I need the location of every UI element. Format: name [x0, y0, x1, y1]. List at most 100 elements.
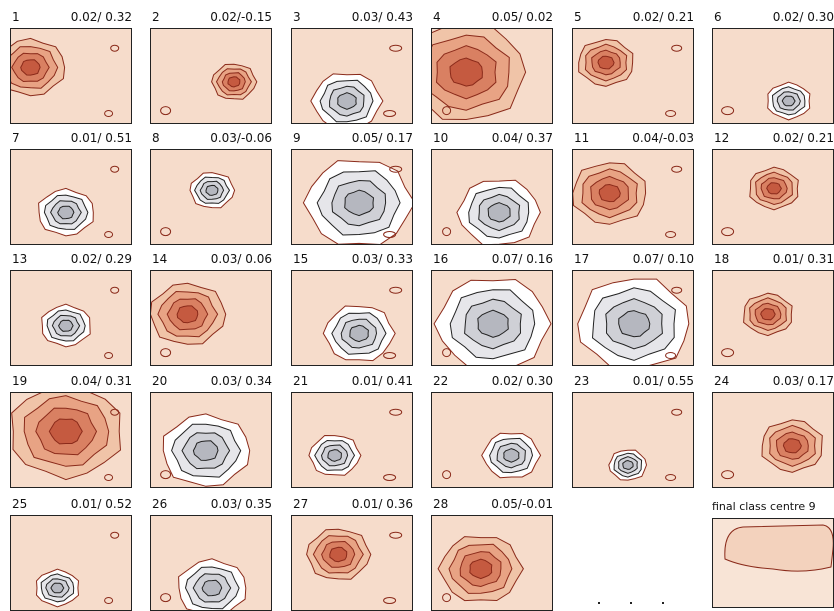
panel-map — [431, 149, 553, 245]
map-panel: 11 0.04/-0.03 — [572, 131, 694, 245]
panel-index-label: 6 — [714, 10, 722, 24]
panel-header: 3 0.03/ 0.43 — [291, 10, 413, 24]
contour-island — [389, 408, 403, 416]
map-panel: 2 0.02/-0.15 — [150, 10, 272, 124]
map-panel: 18 0.01/ 0.31 — [712, 252, 834, 366]
panel-header: 20 0.03/ 0.34 — [150, 374, 272, 388]
panel-stats-label: 0.02/-0.15 — [210, 10, 272, 24]
panel-map — [150, 392, 272, 488]
panel-index-label: 26 — [152, 497, 168, 511]
panel-index-label: 8 — [152, 131, 160, 145]
panel-stats-label: 0.04/-0.03 — [632, 131, 694, 145]
contour-island — [389, 165, 403, 173]
contour-island — [389, 44, 403, 52]
panel-index-label: 15 — [293, 252, 309, 266]
map-panel: 10 0.04/ 0.37 — [431, 131, 553, 245]
map-panel: 14 0.03/ 0.06 — [150, 252, 272, 366]
panel-stats-label: 0.04/ 0.31 — [70, 374, 132, 388]
contour-island — [104, 231, 114, 238]
panel-map — [291, 392, 413, 488]
contour-level — [344, 189, 375, 217]
panel-map — [291, 270, 413, 366]
contour-level — [337, 92, 357, 110]
panel-index-label: 13 — [12, 252, 28, 266]
panel-header: 8 0.03/-0.06 — [150, 131, 272, 145]
panel-header: 27 0.01/ 0.36 — [291, 497, 413, 511]
panel-index-label: 3 — [293, 10, 301, 24]
panel-stats-label: 0.07/ 0.16 — [491, 252, 553, 266]
contour-level — [349, 324, 369, 343]
contour-island — [442, 593, 452, 603]
contour-level — [329, 546, 348, 563]
map-panel: 16 0.07/ 0.16 — [431, 252, 553, 366]
panel-header: 4 0.05/ 0.02 — [431, 10, 553, 24]
panel-header: 25 0.01/ 0.52 — [10, 497, 132, 511]
panel-stats-label: 0.01/ 0.55 — [632, 374, 694, 388]
panel-header: 1 0.02/ 0.32 — [10, 10, 132, 24]
contour-level — [201, 579, 223, 597]
contour-island — [665, 352, 677, 359]
panel-stats-label: 0.02/ 0.21 — [632, 10, 694, 24]
contour-island — [665, 474, 677, 481]
panel-index-label: 17 — [574, 252, 590, 266]
contour-island — [721, 348, 735, 358]
panel-index-label: 19 — [12, 374, 28, 388]
panel-stats-label: 0.01/ 0.41 — [351, 374, 413, 388]
contour-level — [469, 558, 493, 580]
panel-header: 9 0.05/ 0.17 — [291, 131, 413, 145]
panel-index-label: 20 — [152, 374, 168, 388]
contour-level — [503, 448, 520, 463]
contour-island — [671, 44, 683, 52]
map-panel: 15 0.03/ 0.33 — [291, 252, 413, 366]
panel-header: 16 0.07/ 0.16 — [431, 252, 553, 266]
panel-stats-label: 0.02/ 0.32 — [70, 10, 132, 24]
panel-stats-label: 0.02/ 0.29 — [70, 252, 132, 266]
panel-header: 18 0.01/ 0.31 — [712, 252, 834, 266]
final-class-title: final class centre 9 — [712, 500, 816, 513]
panel-map — [431, 270, 553, 366]
contour-level — [618, 310, 651, 338]
contour-level — [781, 95, 796, 107]
contour-island — [721, 227, 735, 237]
panel-index-label: 9 — [293, 131, 301, 145]
map-panel: 21 0.01/ 0.41 — [291, 374, 413, 488]
contour-island — [110, 286, 120, 294]
contour-island — [160, 593, 172, 603]
contour-island — [160, 106, 172, 116]
panel-map — [431, 28, 553, 124]
contour-island — [104, 110, 114, 117]
panel-header: 17 0.07/ 0.10 — [572, 252, 694, 266]
map-panel: 25 0.01/ 0.52 — [10, 497, 132, 611]
contour-level — [192, 440, 219, 461]
panel-map — [291, 28, 413, 124]
contour-level — [48, 418, 83, 445]
panel-header: 21 0.01/ 0.41 — [291, 374, 413, 388]
contour-island — [383, 474, 397, 481]
map-panel: 24 0.03/ 0.17 — [712, 374, 834, 488]
panel-header: 15 0.03/ 0.33 — [291, 252, 413, 266]
panel-header: 23 0.01/ 0.55 — [572, 374, 694, 388]
panel-map — [291, 149, 413, 245]
map-panel: 22 0.02/ 0.30 — [431, 374, 553, 488]
panel-stats-label: 0.01/ 0.52 — [70, 497, 132, 511]
map-panel: 5 0.02/ 0.21 — [572, 10, 694, 124]
contour-level — [20, 59, 41, 76]
contour-island — [110, 44, 120, 52]
ellipsis-dot — [662, 602, 664, 604]
contour-level — [477, 309, 509, 338]
contour-island — [160, 348, 172, 358]
panel-stats-label: 0.03/ 0.33 — [351, 252, 413, 266]
panel-map — [712, 392, 834, 488]
contour-level — [50, 582, 65, 594]
panel-map — [150, 149, 272, 245]
panel-index-label: 18 — [714, 252, 730, 266]
map-panel: 19 0.04/ 0.31 — [10, 374, 132, 488]
contour-level — [58, 319, 74, 332]
panel-stats-label: 0.01/ 0.36 — [351, 497, 413, 511]
contour-island — [442, 348, 452, 358]
panel-map — [712, 149, 834, 245]
final-class-contour — [724, 524, 833, 572]
panel-index-label: 11 — [574, 131, 590, 145]
contour-level — [327, 449, 342, 462]
ellipsis-dot — [598, 602, 600, 604]
